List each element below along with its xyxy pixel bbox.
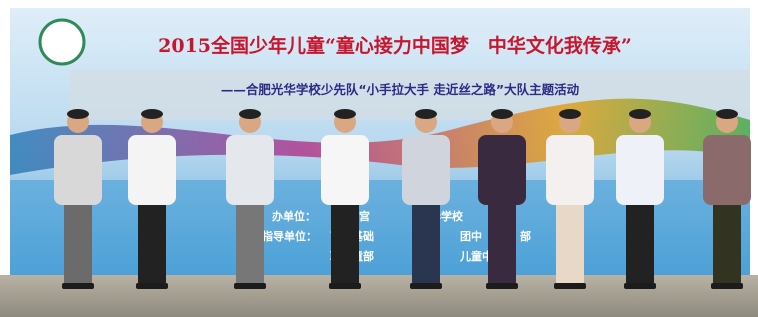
banner-title: 2015全国少年儿童“童心接力中国梦 中华文化我传承”	[158, 34, 632, 57]
shoes	[554, 283, 586, 289]
torso	[54, 135, 102, 205]
torso	[703, 135, 751, 205]
torso	[546, 135, 594, 205]
legs	[64, 200, 92, 285]
banner-subtitle: ——合肥光华学校少先队“小手拉大手 走近丝之路”大队主题活动	[221, 82, 580, 97]
shoes	[711, 283, 743, 289]
shoes	[62, 283, 94, 289]
hair	[559, 109, 581, 119]
photo: 2015全国少年儿童“童心接力中国梦 中华文化我传承” ——合肥光华学校少先队“…	[0, 0, 758, 317]
shoes	[136, 283, 168, 289]
torso	[226, 135, 274, 205]
organizer-text: 指导单位：	[262, 229, 317, 243]
shoes	[329, 283, 361, 289]
hair	[716, 109, 738, 119]
torso	[616, 135, 664, 205]
hair	[67, 109, 89, 119]
torso	[321, 135, 369, 205]
logo	[40, 20, 84, 64]
legs	[713, 200, 741, 285]
legs	[331, 200, 359, 285]
organizer-text: 团中	[460, 229, 482, 243]
hair	[141, 109, 163, 119]
torso	[478, 135, 526, 205]
legs	[236, 200, 264, 285]
hair	[491, 109, 513, 119]
legs	[412, 200, 440, 285]
torso	[402, 135, 450, 205]
organizer-text: 办单位：	[272, 209, 316, 223]
organizer-text: 部	[520, 229, 531, 243]
legs	[556, 200, 584, 285]
shoes	[624, 283, 656, 289]
hair	[334, 109, 356, 119]
shoes	[234, 283, 266, 289]
shoes	[486, 283, 518, 289]
legs	[138, 200, 166, 285]
hair	[239, 109, 261, 119]
shoes	[410, 283, 442, 289]
hair	[629, 109, 651, 119]
legs	[626, 200, 654, 285]
hair	[415, 109, 437, 119]
torso	[128, 135, 176, 205]
legs	[488, 200, 516, 285]
